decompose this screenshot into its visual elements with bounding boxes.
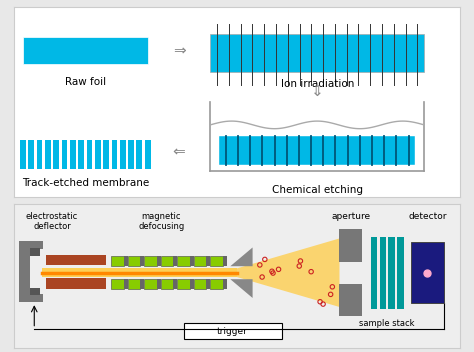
Text: sample stack: sample stack <box>358 319 414 328</box>
Text: electrostatic
deflector: electrostatic deflector <box>26 212 78 232</box>
FancyBboxPatch shape <box>210 34 424 72</box>
Text: Raw foil: Raw foil <box>65 77 106 87</box>
Polygon shape <box>42 268 237 277</box>
FancyBboxPatch shape <box>210 279 223 289</box>
FancyBboxPatch shape <box>210 256 223 266</box>
Text: ⇐: ⇐ <box>173 144 185 159</box>
FancyBboxPatch shape <box>18 241 43 249</box>
FancyBboxPatch shape <box>190 256 194 266</box>
FancyBboxPatch shape <box>46 255 107 265</box>
Text: magnetic
defocusing: magnetic defocusing <box>138 212 184 232</box>
Point <box>307 269 315 275</box>
FancyBboxPatch shape <box>23 37 148 64</box>
FancyBboxPatch shape <box>177 256 190 266</box>
FancyBboxPatch shape <box>124 279 128 289</box>
FancyBboxPatch shape <box>30 248 40 256</box>
FancyBboxPatch shape <box>53 140 59 169</box>
FancyBboxPatch shape <box>20 140 26 169</box>
FancyBboxPatch shape <box>62 140 67 169</box>
FancyBboxPatch shape <box>137 140 142 169</box>
FancyBboxPatch shape <box>183 323 282 339</box>
FancyBboxPatch shape <box>124 256 128 266</box>
Point <box>258 274 266 280</box>
FancyBboxPatch shape <box>397 237 404 309</box>
FancyBboxPatch shape <box>161 279 173 289</box>
Point <box>319 301 327 307</box>
Text: trigger: trigger <box>217 327 248 336</box>
Point <box>256 262 264 268</box>
FancyBboxPatch shape <box>128 256 140 266</box>
FancyBboxPatch shape <box>190 279 194 289</box>
FancyBboxPatch shape <box>144 256 157 266</box>
Text: ⇓: ⇓ <box>311 84 324 99</box>
FancyBboxPatch shape <box>70 140 76 169</box>
FancyBboxPatch shape <box>144 279 157 289</box>
FancyBboxPatch shape <box>371 237 377 309</box>
FancyBboxPatch shape <box>173 256 177 266</box>
Polygon shape <box>237 238 339 307</box>
FancyBboxPatch shape <box>111 279 124 289</box>
FancyBboxPatch shape <box>339 284 362 316</box>
FancyBboxPatch shape <box>45 140 51 169</box>
FancyBboxPatch shape <box>36 140 43 169</box>
FancyBboxPatch shape <box>194 256 206 266</box>
FancyBboxPatch shape <box>206 279 210 289</box>
FancyBboxPatch shape <box>140 256 144 266</box>
FancyBboxPatch shape <box>46 278 107 289</box>
FancyBboxPatch shape <box>28 140 34 169</box>
FancyBboxPatch shape <box>87 140 92 169</box>
Point <box>316 299 324 304</box>
Polygon shape <box>230 247 253 266</box>
Point <box>275 266 283 272</box>
Point <box>268 269 276 274</box>
Point <box>269 270 277 276</box>
Point <box>327 291 335 297</box>
FancyBboxPatch shape <box>145 140 151 169</box>
FancyBboxPatch shape <box>128 279 140 289</box>
Text: ⇒: ⇒ <box>173 43 185 58</box>
FancyBboxPatch shape <box>157 256 161 266</box>
FancyBboxPatch shape <box>380 237 386 309</box>
FancyBboxPatch shape <box>157 279 161 289</box>
FancyBboxPatch shape <box>223 256 227 266</box>
FancyBboxPatch shape <box>30 288 40 295</box>
Point <box>295 263 303 269</box>
FancyBboxPatch shape <box>173 279 177 289</box>
FancyBboxPatch shape <box>177 279 190 289</box>
FancyBboxPatch shape <box>206 256 210 266</box>
Text: Chemical etching: Chemical etching <box>272 185 363 195</box>
Text: Track-etched membrane: Track-etched membrane <box>22 178 149 188</box>
FancyBboxPatch shape <box>223 279 227 289</box>
FancyBboxPatch shape <box>95 140 100 169</box>
Polygon shape <box>230 279 253 298</box>
FancyBboxPatch shape <box>103 140 109 169</box>
Point <box>261 257 269 262</box>
FancyBboxPatch shape <box>18 294 43 302</box>
FancyBboxPatch shape <box>111 256 124 266</box>
FancyBboxPatch shape <box>339 230 362 262</box>
FancyBboxPatch shape <box>161 256 173 266</box>
FancyBboxPatch shape <box>128 140 134 169</box>
FancyBboxPatch shape <box>78 140 84 169</box>
Text: detector: detector <box>409 212 447 221</box>
FancyBboxPatch shape <box>18 249 30 294</box>
FancyBboxPatch shape <box>389 237 395 309</box>
FancyBboxPatch shape <box>411 242 444 303</box>
FancyBboxPatch shape <box>219 136 415 165</box>
Text: aperture: aperture <box>331 212 370 221</box>
Point <box>328 284 336 290</box>
Point <box>297 258 304 264</box>
FancyBboxPatch shape <box>140 279 144 289</box>
FancyBboxPatch shape <box>120 140 126 169</box>
Text: Ion irradiation: Ion irradiation <box>281 79 354 89</box>
FancyBboxPatch shape <box>194 279 206 289</box>
FancyBboxPatch shape <box>111 140 117 169</box>
